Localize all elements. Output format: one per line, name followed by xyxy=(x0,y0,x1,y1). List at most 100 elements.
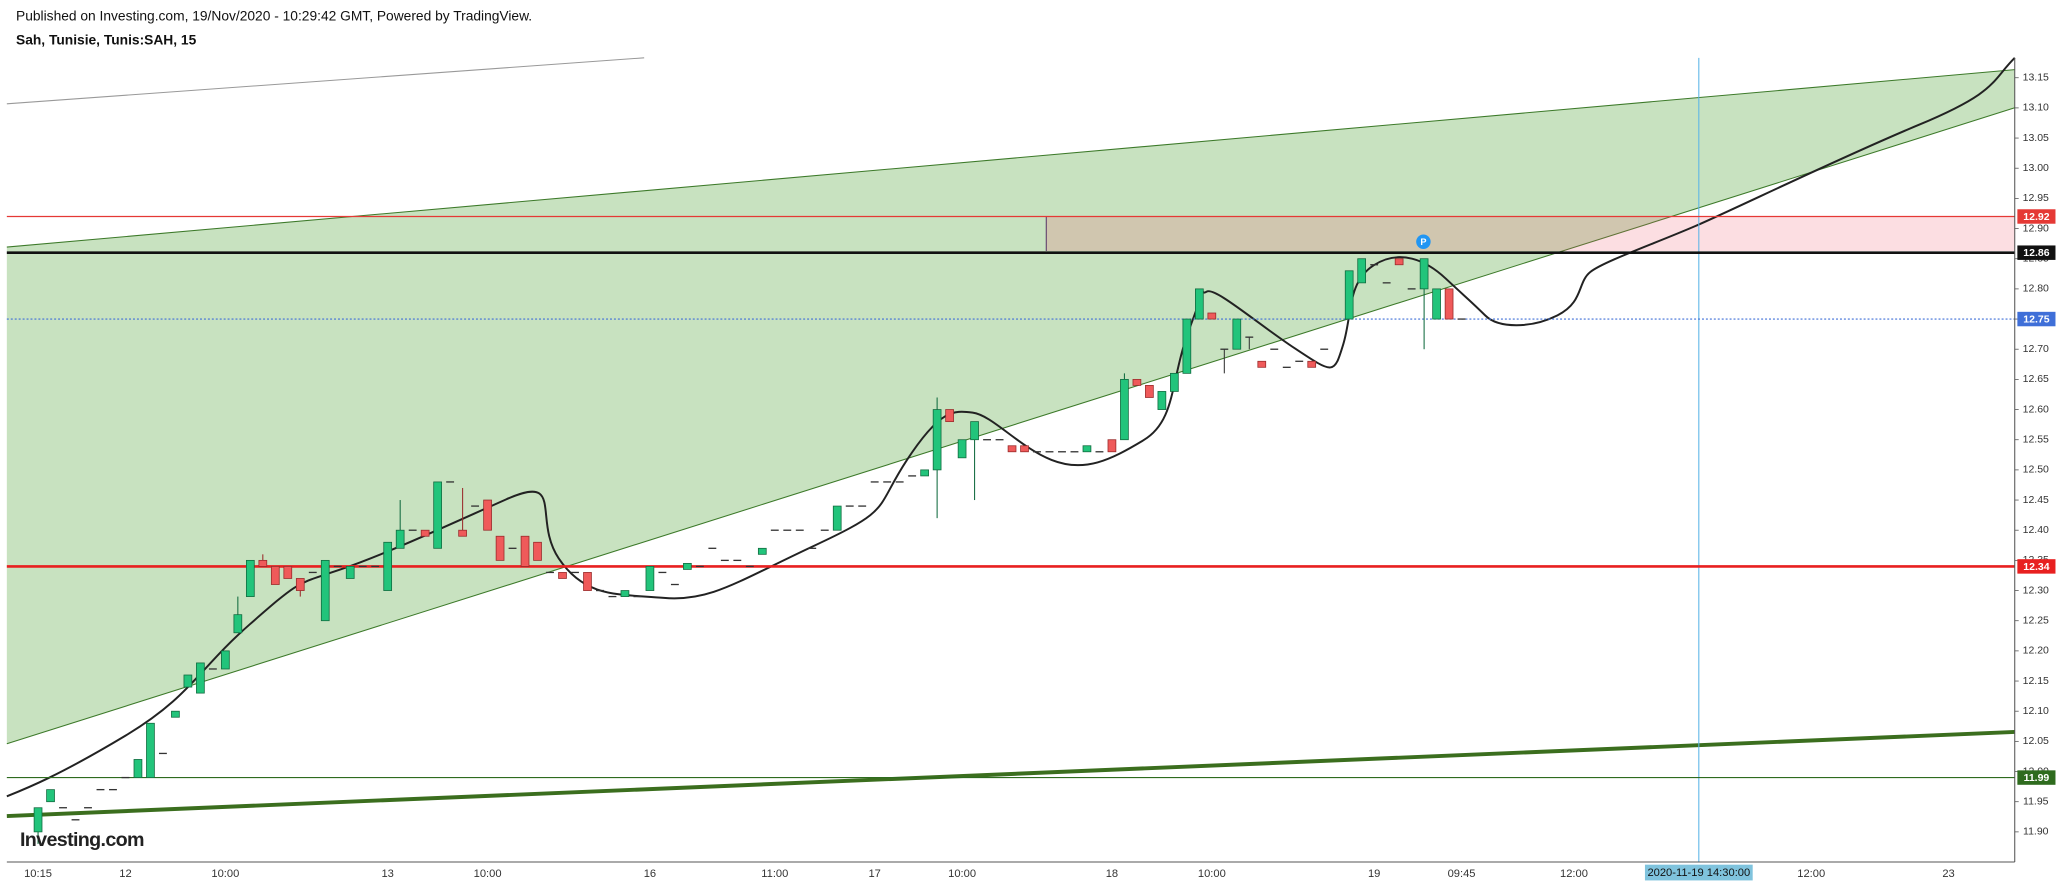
candle-body xyxy=(583,572,592,591)
candle-body xyxy=(1020,445,1029,453)
candle-body xyxy=(221,650,230,670)
candle-body xyxy=(1419,258,1429,290)
y-tick-label: 12.15 xyxy=(2023,675,2049,687)
x-tick-label: 19 xyxy=(1368,868,1380,880)
x-tick-label: 12:00 xyxy=(1797,868,1825,880)
drawings xyxy=(6,57,2016,819)
price-level-label: 12.86 xyxy=(2023,247,2049,259)
published-note: Published on Investing.com, 19/Nov/2020 … xyxy=(16,9,532,24)
zone-box xyxy=(1046,216,2015,251)
moving-average xyxy=(6,57,2016,798)
y-tick-label: 12.25 xyxy=(2023,614,2049,626)
y-tick-label: 13.10 xyxy=(2023,102,2049,114)
price-level-label: 11.99 xyxy=(2024,772,2050,784)
x-tick-label: 17 xyxy=(868,868,880,880)
chart-title: Sah, Tunisie, Tunis:SAH, 15 xyxy=(16,32,197,47)
axes: 11.9011.9512.0012.0512.1012.1512.2012.25… xyxy=(24,72,2056,881)
y-tick-label: 12.30 xyxy=(2023,584,2049,596)
candle-body xyxy=(1432,288,1441,320)
x-tick-label: 16 xyxy=(644,868,656,880)
x-tick-label: 10:00 xyxy=(948,868,976,880)
y-tick-label: 12.80 xyxy=(2023,283,2049,295)
candle-body xyxy=(1232,318,1242,350)
candle-body xyxy=(832,505,842,531)
y-tick-label: 12.05 xyxy=(2023,735,2049,747)
candle-body xyxy=(1344,270,1354,320)
candle-body xyxy=(233,614,243,634)
candle-body xyxy=(133,759,143,778)
candle-body xyxy=(757,547,767,555)
candle-body xyxy=(1132,378,1142,386)
x-tick-label: 11:00 xyxy=(761,868,788,880)
candle-body xyxy=(171,710,180,718)
candle-body xyxy=(620,590,630,597)
candle-body xyxy=(395,529,405,549)
candle-body xyxy=(558,572,567,579)
candle-body xyxy=(46,789,55,803)
y-tick-label: 12.55 xyxy=(2023,433,2049,445)
x-tick-label: 10:15 xyxy=(24,868,52,880)
x-tick-label: 23 xyxy=(1942,868,1954,880)
crosshair-label-box xyxy=(1644,864,1753,881)
candle-body xyxy=(1082,445,1092,453)
y-tick-label: 12.40 xyxy=(2023,524,2049,536)
y-tick-label: 12.50 xyxy=(2023,464,2049,476)
candle-body xyxy=(1357,258,1367,284)
candle-body xyxy=(345,566,355,579)
watermark: Investing.com xyxy=(20,829,144,851)
trend-line xyxy=(6,57,645,105)
y-tick-label: 13.00 xyxy=(2023,162,2049,174)
candle-body xyxy=(1257,360,1267,368)
y-tick-label: 12.90 xyxy=(2023,222,2049,234)
channel-lower xyxy=(6,107,2015,745)
price-level-box xyxy=(2017,311,2056,327)
crosshair-label: 2020-11-19 14:30:00 xyxy=(1647,867,1750,879)
price-level-label: 12.92 xyxy=(2023,211,2049,223)
x-tick-label: 10:00 xyxy=(474,868,502,880)
candle-body xyxy=(433,481,442,549)
candle-body xyxy=(1145,385,1154,398)
y-tick-label: 12.65 xyxy=(2023,373,2049,385)
candle-body xyxy=(1157,391,1167,410)
candle-body xyxy=(383,541,393,591)
trend-line-thick xyxy=(6,729,2015,819)
price-level-label: 12.75 xyxy=(2023,313,2049,325)
candle-body xyxy=(1170,372,1179,392)
candle-body xyxy=(1195,288,1204,320)
candle-body xyxy=(645,566,655,591)
x-tick-label: 10:00 xyxy=(1198,868,1226,880)
y-tick-label: 13.15 xyxy=(2023,72,2049,84)
y-tick-label: 12.95 xyxy=(2023,192,2049,204)
candle-body xyxy=(1307,360,1317,368)
price-level-box xyxy=(2017,559,2056,574)
candle-body xyxy=(270,566,280,585)
candle-body xyxy=(420,529,430,537)
candle-body xyxy=(495,535,505,561)
candle-body xyxy=(533,541,542,561)
y-tick-label: 11.90 xyxy=(2023,826,2049,838)
y-tick-label: 12.70 xyxy=(2023,343,2049,355)
pivot-marker xyxy=(1416,234,1431,250)
candle-body xyxy=(1182,318,1192,374)
price-level-box xyxy=(2017,245,2056,260)
candle-body xyxy=(483,499,492,531)
candle-body xyxy=(33,807,43,833)
candle-body xyxy=(1107,439,1117,453)
candle-body xyxy=(1207,312,1217,320)
candle-body xyxy=(1444,288,1454,320)
candle-body xyxy=(183,674,193,688)
channel-fill xyxy=(6,69,2015,744)
price-level-box xyxy=(2017,770,2056,785)
candle-body xyxy=(283,566,293,579)
candle-body xyxy=(320,559,330,622)
candle-body xyxy=(258,559,268,567)
candle-body xyxy=(245,559,255,597)
candle-body xyxy=(1394,258,1404,266)
candle-body xyxy=(1007,445,1017,453)
x-tick-label: 10:00 xyxy=(211,868,239,880)
y-tick-label: 12.60 xyxy=(2023,403,2049,415)
x-tick-label: 09:45 xyxy=(1448,868,1476,880)
